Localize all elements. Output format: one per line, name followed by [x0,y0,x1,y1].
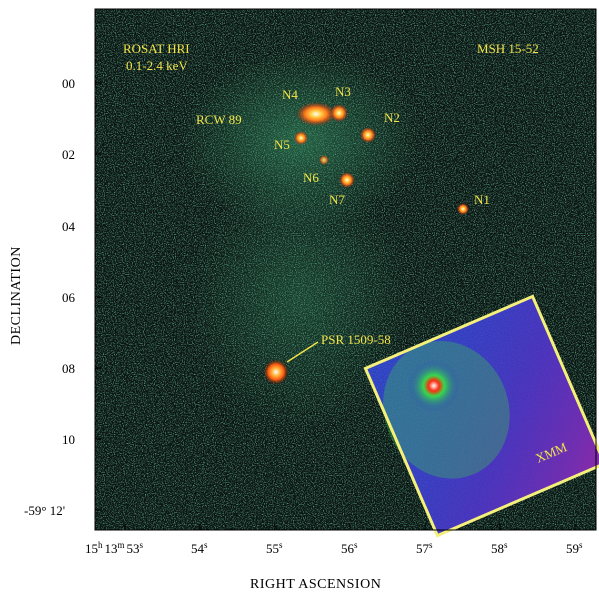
energy-band-label: 0.1-2.4 keV [126,58,188,73]
knot-label-n1: N1 [474,192,490,207]
ra-tick-55: 55s [266,540,283,556]
axis-tick-marks [95,82,576,530]
ra-tick-53: 15h 13m 53s [85,540,144,556]
ra-tick-54: 54s [191,540,208,556]
xmm-pulsar-source [407,359,460,412]
pulsar-label: PSR 1509-58 [321,332,391,347]
knot-n6-source [319,155,329,165]
pulsar-source [263,359,289,385]
ra-tick-labels: 15h 13m 53s 54s 55s 56s 57s 58s 59s [85,540,583,556]
dec-tick-04: 04 [62,219,76,234]
image-frame [94,8,597,531]
central-diffuse-emission [190,170,410,430]
dec-tick-02: 02 [62,147,75,162]
knot-n5-source [294,131,308,145]
knot-n7-source [339,172,355,188]
instrument-label: ROSAT HRI [123,41,190,56]
knot-label-n4: N4 [282,87,298,102]
knot-label-n7: N7 [329,192,345,207]
knot-label-n3: N3 [335,84,351,99]
dec-tick-10: 10 [62,432,75,447]
y-axis-title: DECLINATION [9,246,24,345]
ra-tick-59: 59s [566,540,583,556]
dec-tick-06: 06 [62,290,76,305]
ra-tick-56: 56s [341,540,358,556]
xray-image [95,9,596,530]
dec-tick-12: -59° 12' [24,503,65,518]
ra-tick-58: 58s [491,540,508,556]
knot-n4-source [296,102,336,126]
dec-tick-08: 08 [62,361,75,376]
dec-tick-00: 00 [62,76,75,91]
xmm-inset-purple-region [365,296,599,536]
object-name-label: MSH 15-52 [477,41,539,56]
ra-tick-57: 57s [416,540,433,556]
knot-label-n2: N2 [384,110,400,125]
x-axis-title: RIGHT ASCENSION [250,577,381,592]
xmm-inset [363,294,599,538]
knot-n3-source [330,104,348,122]
pulsar-pointer-line [286,341,319,363]
knot-label-n6: N6 [303,170,319,185]
rcw89-label: RCW 89 [196,112,242,127]
xmm-inset-frame [363,294,599,538]
knot-label-n5: N5 [274,137,290,152]
knot-n1-source [457,203,469,215]
knot-n2-source [360,127,376,143]
